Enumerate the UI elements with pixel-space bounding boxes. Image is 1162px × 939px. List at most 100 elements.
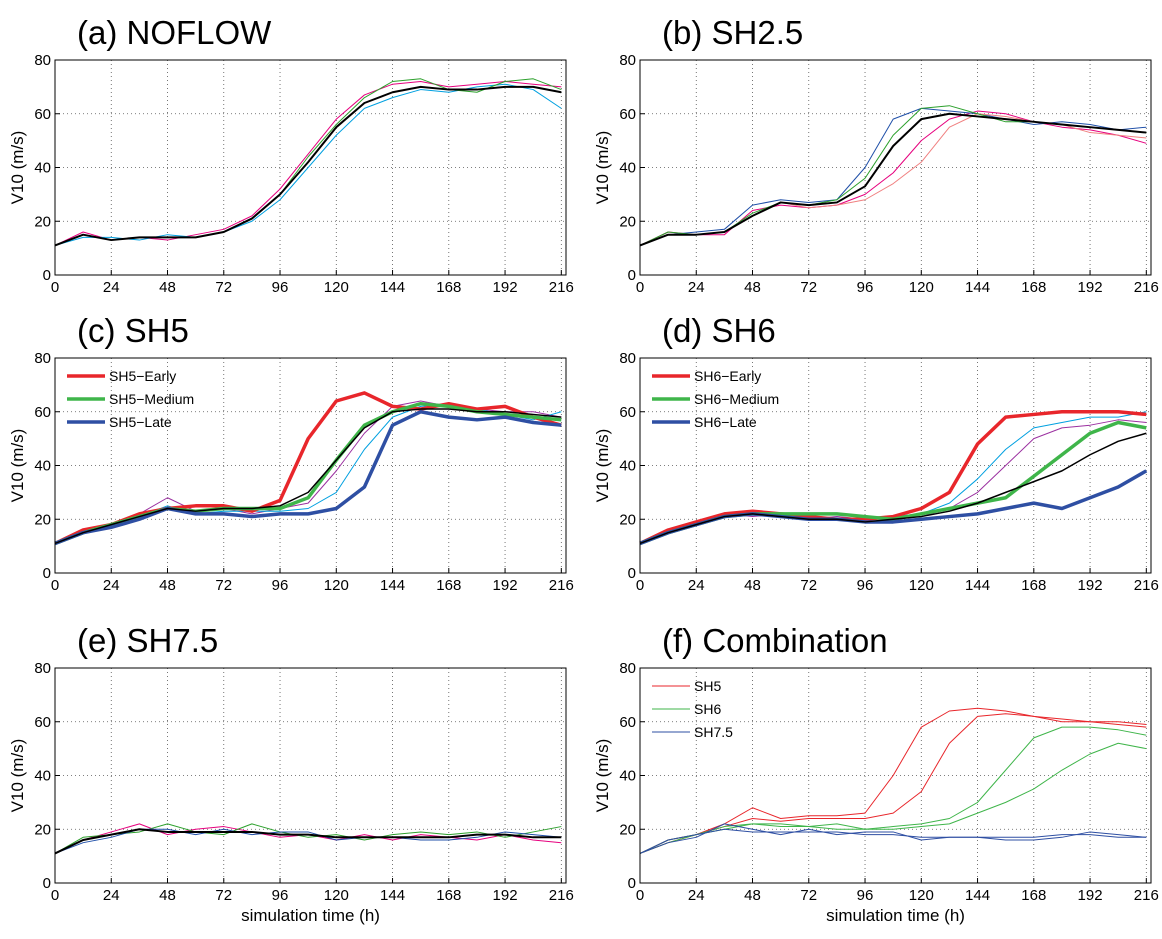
y-tick-label: 60 — [619, 106, 636, 123]
chart-title: (e) SH7.5 — [77, 622, 218, 659]
series-line — [639, 742, 1147, 854]
x-tick-label: 192 — [493, 279, 518, 296]
y-tick-label: 0 — [628, 267, 636, 284]
chart-title: (a) NOFLOW — [77, 14, 272, 51]
x-tick-label: 120 — [324, 577, 349, 594]
legend-label: SH6−Medium — [694, 391, 779, 407]
series-line — [54, 410, 562, 546]
x-axis-label: simulation time (h) — [826, 906, 965, 925]
x-tick-label: 192 — [1078, 887, 1103, 904]
series-line — [639, 726, 1147, 854]
x-tick-label: 120 — [909, 279, 934, 296]
x-tick-label: 216 — [1134, 577, 1159, 594]
x-tick-label: 0 — [636, 279, 644, 296]
y-tick-label: 60 — [619, 404, 636, 421]
x-tick-label: 24 — [103, 279, 120, 296]
y-tick-label: 40 — [619, 160, 636, 177]
series-line — [54, 408, 562, 545]
legend-label: SH6−Early — [694, 368, 761, 384]
y-tick-label: 0 — [628, 565, 636, 582]
chart-title: (f) Combination — [662, 622, 888, 659]
y-tick-label: 0 — [43, 565, 51, 582]
y-tick-label: 20 — [619, 213, 636, 230]
x-tick-label: 72 — [800, 577, 817, 594]
x-tick-label: 48 — [159, 577, 176, 594]
x-tick-label: 96 — [272, 887, 289, 904]
x-tick-label: 48 — [744, 577, 761, 594]
panel: (c) SH5 V10 (m/s) 0 20 40 60 80 0 24 48 72 96 120 144… — [8, 312, 574, 594]
series-line — [639, 113, 1147, 246]
y-axis-label: V10 (m/s) — [8, 131, 27, 205]
x-tick-label: 48 — [744, 279, 761, 296]
series-line — [639, 107, 1147, 246]
x-tick-label: 168 — [436, 887, 461, 904]
x-tick-label: 216 — [1134, 887, 1159, 904]
series-line — [54, 828, 562, 855]
y-tick-label: 20 — [34, 821, 51, 838]
y-tick-label: 80 — [34, 660, 51, 677]
panel: (b) SH2.5 V10 (m/s) 0 20 40 60 80 0 24 48 72 96 120 1… — [593, 14, 1159, 296]
x-tick-label: 24 — [688, 577, 705, 594]
x-tick-label: 120 — [909, 577, 934, 594]
x-tick-label: 192 — [493, 887, 518, 904]
x-tick-label: 168 — [1021, 279, 1046, 296]
x-tick-label: 24 — [688, 279, 705, 296]
x-tick-label: 96 — [857, 279, 874, 296]
series-line — [54, 823, 562, 854]
x-tick-label: 192 — [493, 577, 518, 594]
axes-frame — [54, 667, 567, 884]
y-tick-label: 0 — [43, 267, 51, 284]
panel: (a) NOFLOW V10 (m/s) 0 20 40 60 80 0 24 48 72 96 120… — [8, 14, 574, 296]
x-tick-label: 216 — [549, 577, 574, 594]
x-tick-label: 144 — [380, 887, 405, 904]
x-tick-label: 120 — [324, 279, 349, 296]
x-tick-label: 144 — [380, 279, 405, 296]
y-tick-label: 80 — [619, 52, 636, 69]
x-axis-label: simulation time (h) — [241, 906, 380, 925]
x-tick-label: 120 — [324, 887, 349, 904]
series-line — [639, 410, 1147, 546]
y-tick-label: 20 — [619, 511, 636, 528]
y-tick-label: 40 — [34, 160, 51, 177]
panel: (d) SH6 V10 (m/s) 0 20 40 60 80 0 24 48 72 96 120 144… — [593, 312, 1159, 594]
panel: (e) SH7.5 V10 (m/s) simulation time (h) 0 20… — [8, 622, 574, 925]
x-tick-label: 144 — [380, 577, 405, 594]
y-tick-label: 80 — [619, 350, 636, 367]
series-line — [639, 112, 1147, 247]
axes-frame — [639, 667, 1152, 884]
y-tick-label: 80 — [34, 350, 51, 367]
series-line — [54, 83, 562, 246]
y-axis-label: V10 (m/s) — [593, 429, 612, 503]
x-tick-label: 216 — [549, 279, 574, 296]
x-tick-label: 0 — [51, 279, 59, 296]
y-axis-label: V10 (m/s) — [593, 739, 612, 813]
y-tick-label: 40 — [619, 458, 636, 475]
axes-frame — [54, 59, 567, 276]
y-tick-label: 40 — [34, 768, 51, 785]
x-tick-label: 0 — [636, 577, 644, 594]
y-tick-label: 80 — [619, 660, 636, 677]
x-tick-label: 120 — [909, 887, 934, 904]
series-line — [639, 432, 1147, 545]
x-tick-label: 0 — [51, 577, 59, 594]
series-line — [639, 828, 1147, 854]
y-tick-label: 20 — [34, 213, 51, 230]
y-tick-label: 20 — [619, 821, 636, 838]
y-tick-label: 60 — [34, 714, 51, 731]
x-tick-label: 96 — [272, 577, 289, 594]
series-line — [639, 110, 1147, 246]
x-tick-label: 168 — [1021, 887, 1046, 904]
x-tick-label: 192 — [1078, 577, 1103, 594]
x-tick-label: 96 — [857, 577, 874, 594]
legend-label: SH6 — [694, 701, 721, 717]
x-tick-label: 96 — [857, 887, 874, 904]
x-tick-label: 216 — [1134, 279, 1159, 296]
y-tick-label: 80 — [34, 52, 51, 69]
y-tick-label: 0 — [43, 875, 51, 892]
axes-frame — [639, 357, 1152, 574]
series-line — [639, 419, 1147, 544]
x-tick-label: 192 — [1078, 279, 1103, 296]
series-line — [54, 823, 562, 854]
